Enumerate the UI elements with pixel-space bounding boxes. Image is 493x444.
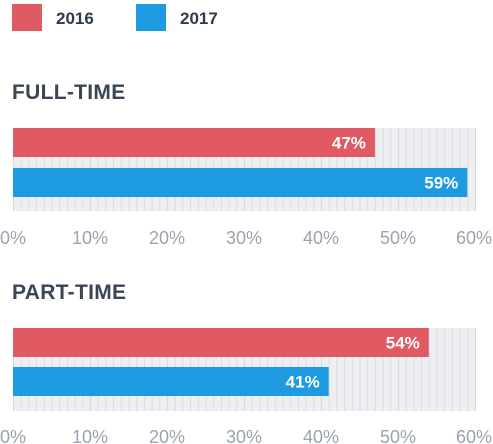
- bar-value-label: 41%: [286, 373, 320, 392]
- legend-label-2016: 2016: [56, 9, 94, 28]
- bar-value-label: 47%: [332, 134, 366, 153]
- panel-full-time: FULL-TIME 47% 59% 0% 10% 20% 30% 40% 50% 60%: [0, 81, 492, 248]
- x-tick-label: 20%: [149, 228, 185, 248]
- legend-swatch-2017: [136, 4, 166, 31]
- x-tick-label: 50%: [380, 427, 416, 444]
- x-tick-label: 20%: [149, 427, 185, 444]
- x-tick-label: 0%: [0, 427, 26, 444]
- bar-2017: [13, 168, 468, 197]
- x-tick-label: 40%: [303, 427, 339, 444]
- x-tick-label: 50%: [380, 228, 416, 248]
- legend-label-2017: 2017: [180, 9, 218, 28]
- x-tick-label: 40%: [303, 228, 339, 248]
- bar-value-label: 54%: [386, 334, 420, 353]
- panel-part-time: PART-TIME 54% 41% 0% 10% 20% 30% 40% 50% 60%: [0, 281, 492, 444]
- x-tick-label: 10%: [72, 427, 108, 444]
- legend: 2016 2017: [12, 4, 218, 31]
- bar-2016: [13, 328, 429, 357]
- x-tick-label: 30%: [226, 427, 262, 444]
- bar-value-label: 59%: [424, 174, 458, 193]
- bar-2017: [13, 367, 329, 396]
- x-tick-label: 30%: [226, 228, 262, 248]
- x-tick-label: 0%: [0, 228, 26, 248]
- bar-2016: [13, 128, 375, 157]
- x-tick-label: 60%: [456, 228, 492, 248]
- legend-swatch-2016: [12, 4, 42, 31]
- panel-title: FULL-TIME: [12, 81, 126, 104]
- x-tick-label: 60%: [456, 427, 492, 444]
- x-tick-label: 10%: [72, 228, 108, 248]
- panel-title: PART-TIME: [12, 281, 126, 304]
